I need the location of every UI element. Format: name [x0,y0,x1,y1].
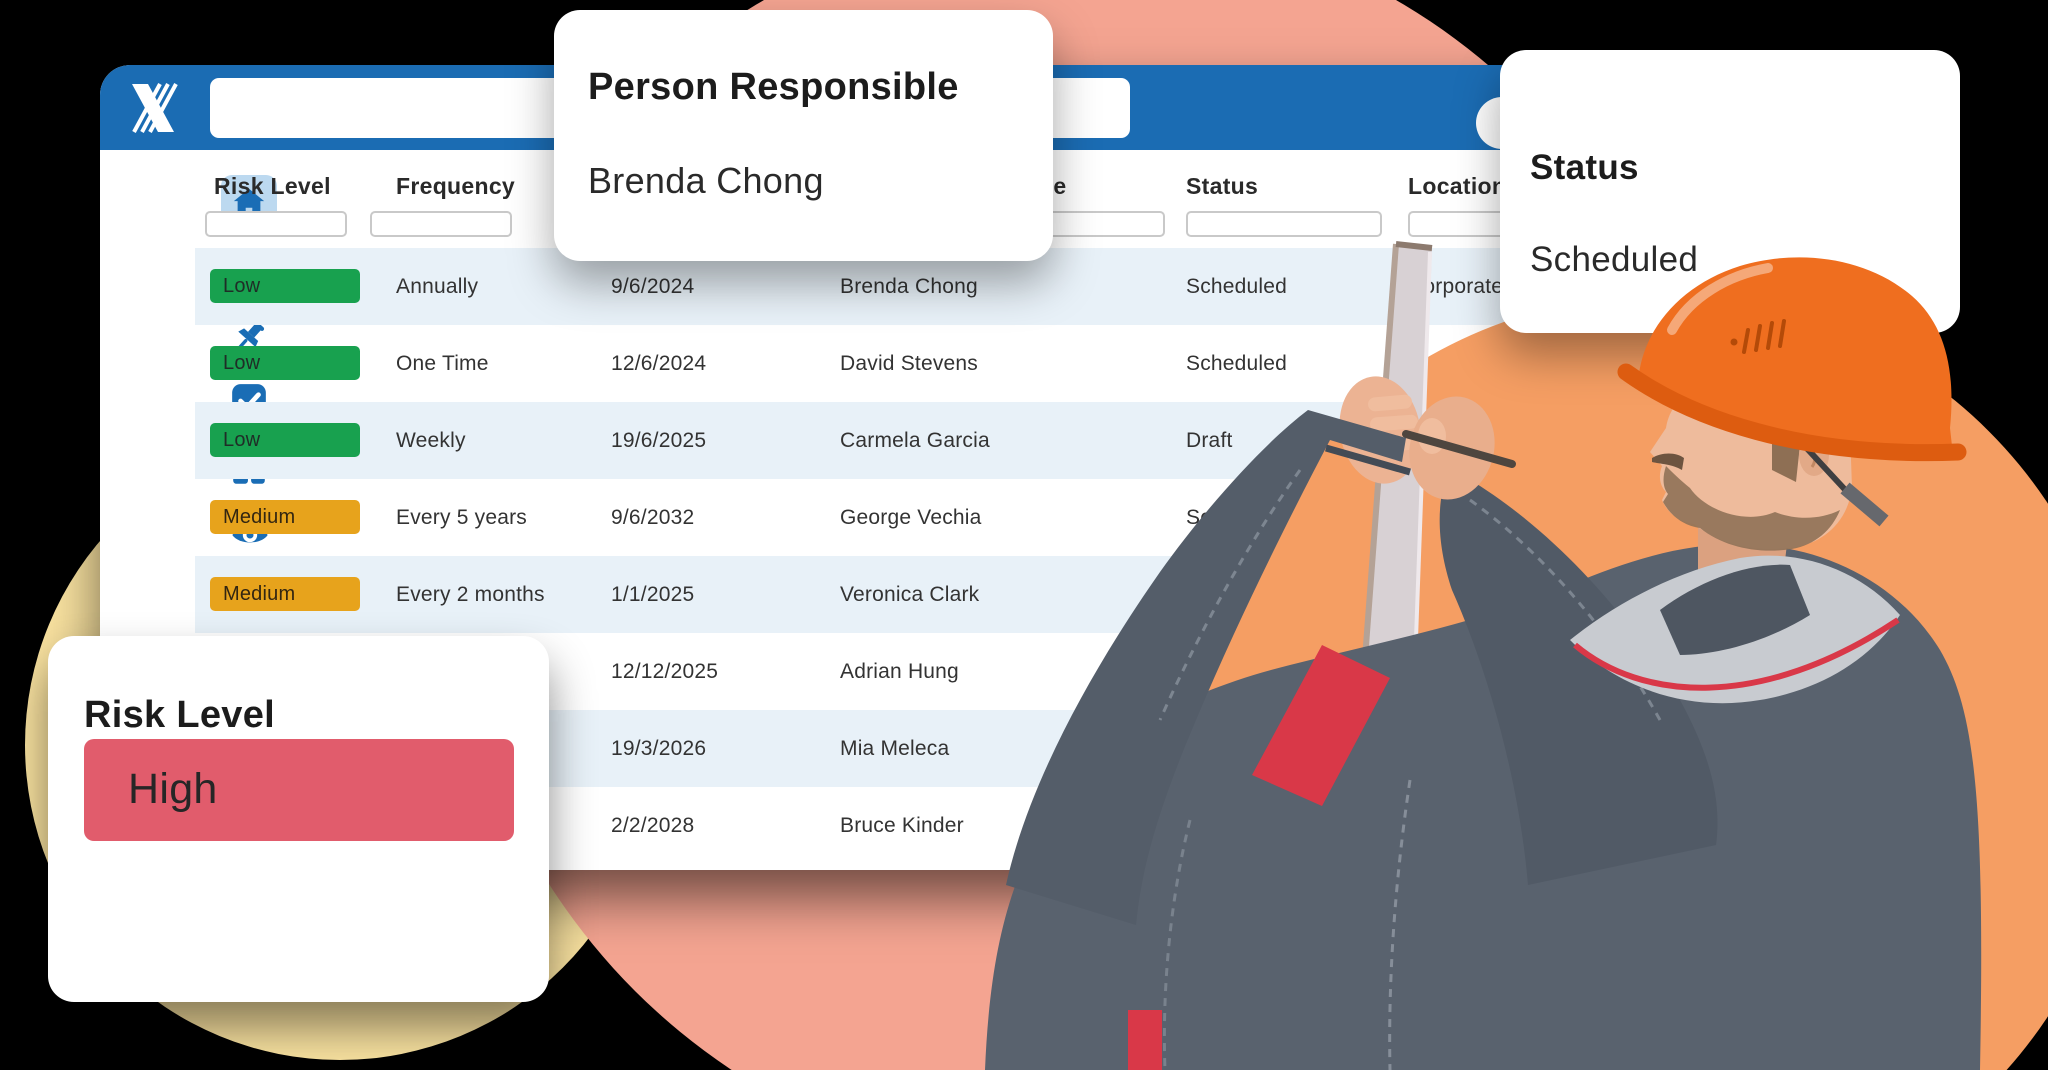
status-card-value: Scheduled [1530,240,1699,279]
home-icon [233,188,265,218]
filter-input-frequency[interactable] [370,211,512,237]
cell-person: Carmela Garcia [840,429,990,452]
status-card-title: Status [1530,148,1639,187]
risk-badge-low: Low [210,269,360,303]
cell-frequency: Every 5 years [396,506,527,529]
person-card-value: Brenda Chong [588,160,824,201]
risk-badge-medium: Medium [210,577,360,611]
cell-frequency: Weekly [396,429,466,452]
cell-frequency: Every 2 months [396,583,545,606]
app-logo-x-icon [132,83,178,133]
cell-person: Adrian Hung [840,660,959,683]
cell-person: Brenda Chong [840,275,978,298]
cell-frequency: Annually [396,275,479,298]
risk-badge-low: Low [210,346,360,380]
cell-date: 9/6/2024 [611,275,695,298]
person-card-title: Person Responsible [588,66,959,108]
risk-level-callout-card: Risk Level High [48,636,549,1002]
cell-person: Veronica Clark [840,583,980,606]
cell-status: Scheduled [1186,352,1288,375]
risk-badge-medium: Medium [210,500,360,534]
cell-date: 9/6/2032 [611,506,695,529]
cell-date: 19/3/2026 [611,737,707,760]
risk-card-title: Risk Level [84,694,275,736]
cell-person: Bruce Kinder [840,814,964,837]
column-header-location: Location [1408,173,1507,199]
cell-person: George Vechia [840,506,982,529]
cell-date: 19/6/2025 [611,429,707,452]
risk-high-label: High [128,765,218,813]
column-header-risk-level: Risk Level [214,173,331,199]
cell-frequency: One Time [396,352,489,375]
cell-person: Mia Meleca [840,737,950,760]
column-header-status: Status [1186,173,1259,199]
cell-date: 12/6/2024 [611,352,707,375]
filter-input-risk-level[interactable] [205,211,347,237]
cell-date: 2/2/2028 [611,814,695,837]
cell-location: Corporate [1408,275,1504,298]
cell-status: Draft [1186,429,1233,452]
cell-status: Scheduled [1186,275,1288,298]
cell-date: 12/12/2025 [611,660,719,683]
cell-date: 1/1/2025 [611,583,695,606]
filter-input-status[interactable] [1186,211,1382,237]
risk-high-badge: High [84,739,514,841]
column-header-frequency: Frequency [396,173,516,199]
person-responsible-callout-card: Person Responsible Brenda Chong [554,10,1053,261]
risk-badge-low: Low [210,423,360,457]
cell-person: David Stevens [840,352,979,375]
status-callout-card: Status Scheduled [1500,50,1960,333]
